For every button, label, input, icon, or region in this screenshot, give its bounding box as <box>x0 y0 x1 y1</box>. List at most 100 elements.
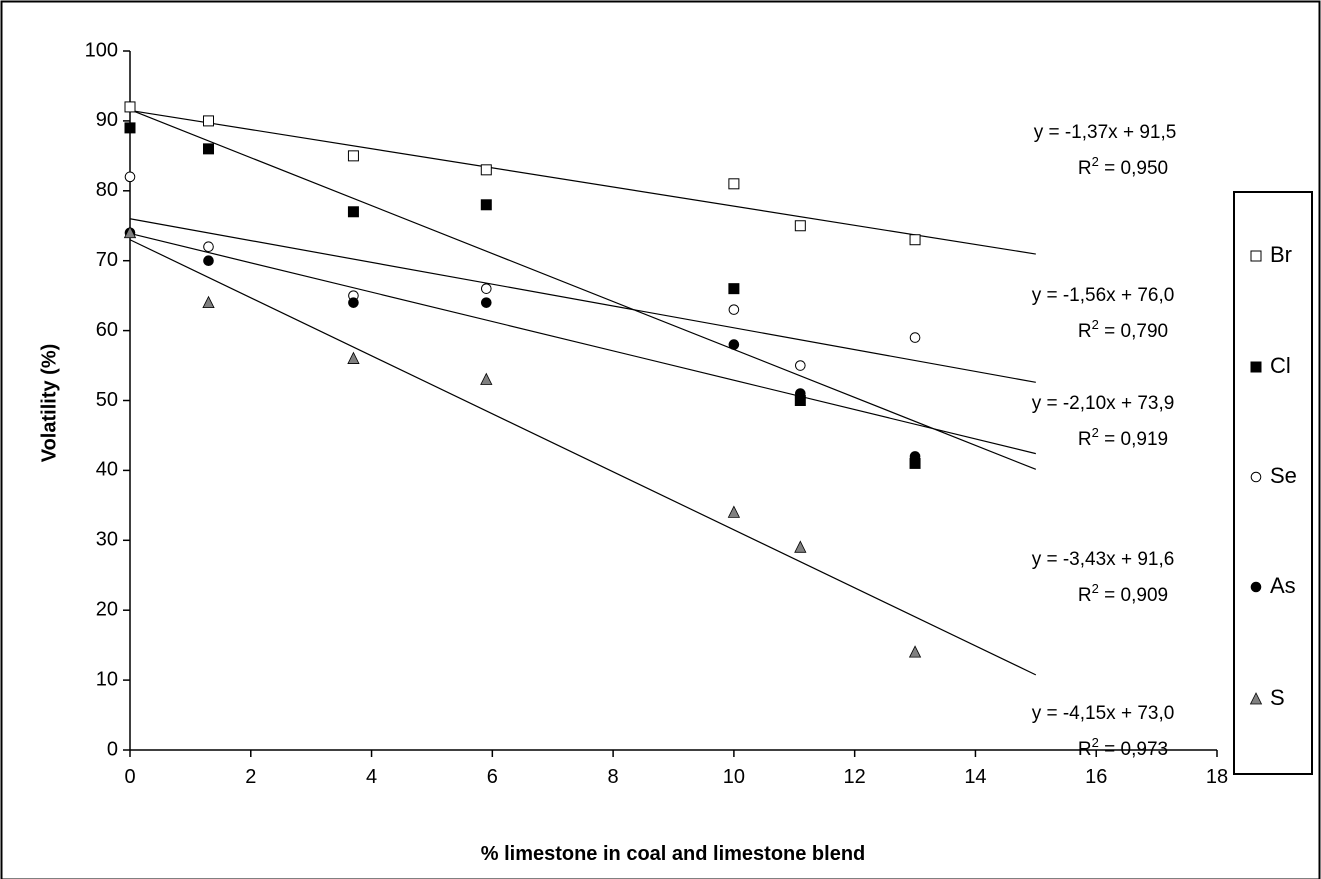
series-br <box>124 101 921 246</box>
data-point-as <box>795 388 806 399</box>
legend-label-se: Se <box>1270 463 1297 488</box>
data-point-se <box>480 283 492 294</box>
y-tick-label: 80 <box>96 179 118 201</box>
y-tick-label: 10 <box>96 668 118 690</box>
r-squared-value: = 0,909 <box>1099 585 1168 606</box>
series-as <box>124 227 921 462</box>
trendline-equation: y = -3,43x + 91,6 <box>1032 549 1175 570</box>
r-squared-symbol: R <box>1078 585 1092 606</box>
legend-marker-as <box>1250 581 1262 593</box>
y-tick-label: 30 <box>96 529 118 551</box>
x-tick-label: 18 <box>1206 766 1228 788</box>
data-points <box>123 101 922 658</box>
data-point-se <box>203 241 214 253</box>
r-squared-exponent: 2 <box>1092 425 1099 440</box>
trendline-equation: y = -1,37x + 91,5 <box>1034 122 1177 143</box>
r-squared-exponent: 2 <box>1092 735 1099 750</box>
data-point-br <box>794 220 806 232</box>
r-squared-exponent: 2 <box>1092 154 1099 169</box>
data-point-cl <box>480 199 492 211</box>
legend-item-as: As <box>1250 573 1296 598</box>
r-squared-value: = 0,790 <box>1099 321 1168 342</box>
x-tick-label: 4 <box>366 766 377 788</box>
data-point-s <box>908 645 922 658</box>
trendline-equation: y = -2,10x + 73,9 <box>1032 393 1175 414</box>
data-point-s <box>727 505 741 518</box>
legend-item-cl: Cl <box>1250 353 1291 378</box>
trendlines <box>129 109 1037 676</box>
y-tick-label: 40 <box>96 459 118 481</box>
x-tick-label: 6 <box>487 766 498 788</box>
legend-label-br: Br <box>1270 242 1292 267</box>
data-point-s <box>794 540 807 553</box>
series-s <box>123 225 922 658</box>
legend-label-as: As <box>1270 573 1296 598</box>
x-tick-label: 14 <box>964 766 986 788</box>
legend-label-cl: Cl <box>1270 353 1291 378</box>
r-squared-symbol: R <box>1078 158 1092 179</box>
legend-label-s: S <box>1270 685 1285 710</box>
r-squared-label: R2 = 0,950 <box>1078 154 1168 179</box>
legend-marker-s <box>1249 692 1263 705</box>
r-squared-symbol: R <box>1078 429 1092 450</box>
legend-marker-br <box>1250 250 1262 262</box>
data-point-cl <box>347 206 359 218</box>
x-tick-label: 0 <box>124 766 135 788</box>
data-point-as <box>909 451 921 462</box>
r-squared-label: R2 = 0,919 <box>1078 425 1168 450</box>
y-tick-label: 50 <box>96 389 118 411</box>
data-point-s <box>123 225 137 239</box>
x-tick-label: 12 <box>844 766 866 788</box>
trendline <box>129 109 1037 470</box>
series-se <box>124 171 921 371</box>
data-point-br <box>909 234 921 246</box>
data-point-cl <box>124 122 136 134</box>
series-cl <box>124 122 921 469</box>
data-point-cl <box>728 283 740 295</box>
legend: Br Cl Se As S <box>1233 191 1313 775</box>
trendline <box>129 232 1036 455</box>
y-axis-title-text: Volatility (%) <box>38 344 60 463</box>
data-point-s <box>347 351 360 364</box>
data-point-se <box>728 304 740 315</box>
y-tick-label: 20 <box>96 598 118 620</box>
x-tick-label: 16 <box>1085 766 1107 788</box>
data-point-br <box>728 178 740 190</box>
x-axis-title: % limestone in coal and limestone blend <box>481 843 866 865</box>
r-squared-symbol: R <box>1078 739 1092 760</box>
data-point-as <box>728 339 740 350</box>
legend-marker-cl <box>1250 361 1262 373</box>
x-tick-label: 8 <box>608 766 619 788</box>
data-point-br <box>347 150 359 162</box>
data-point-se <box>124 171 136 183</box>
trendline-annotations: y = -1,37x + 91,5 R2 = 0,950 y = -1,56x + … <box>1032 122 1177 760</box>
data-point-se <box>795 360 806 371</box>
trendline <box>129 218 1036 383</box>
x-tick-label: 2 <box>245 766 256 788</box>
r-squared-label: R2 = 0,909 <box>1078 581 1168 606</box>
legend-item-s: S <box>1249 685 1285 710</box>
data-point-s <box>202 295 215 309</box>
legend-box <box>1233 191 1313 775</box>
x-tick-label: 10 <box>723 766 745 788</box>
data-point-br <box>203 115 215 127</box>
trendline <box>129 239 1037 676</box>
trendline <box>129 109 1036 255</box>
y-tick-label: 100 <box>85 39 118 61</box>
y-tick-label: 60 <box>96 319 118 341</box>
trendline-equation: y = -4,15x + 73,0 <box>1032 703 1175 724</box>
r-squared-exponent: 2 <box>1092 581 1099 596</box>
data-point-as <box>480 297 492 308</box>
data-point-cl <box>203 143 215 155</box>
r-squared-label: R2 = 0,790 <box>1078 317 1168 342</box>
r-squared-label: R2 = 0,973 <box>1078 735 1168 760</box>
trendline-equation: y = -1,56x + 76,0 <box>1032 285 1175 306</box>
data-point-s <box>480 372 493 385</box>
y-tick-label: 0 <box>107 738 118 760</box>
data-point-br <box>480 164 492 176</box>
data-point-se <box>909 332 921 343</box>
legend-marker-se <box>1250 471 1262 483</box>
data-point-as <box>203 255 214 267</box>
